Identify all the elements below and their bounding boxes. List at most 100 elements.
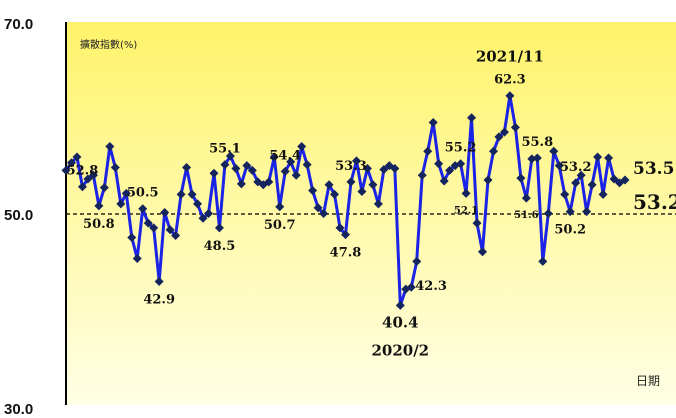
data-point-marker (160, 208, 170, 218)
data-point-marker (313, 203, 323, 213)
data-point-marker (154, 276, 164, 286)
data-point-marker (582, 207, 592, 217)
x-axis-label: 日期 (636, 374, 660, 388)
data-point-marker (88, 170, 98, 180)
data-point-marker (593, 152, 603, 162)
data-point-marker (379, 164, 389, 174)
data-label: 50.5 (127, 186, 159, 201)
data-point-marker (478, 247, 488, 257)
data-point-marker (527, 154, 537, 164)
data-point-marker (72, 152, 82, 162)
data-point-marker (264, 177, 274, 187)
data-point-marker (132, 254, 142, 264)
data-label: 54.4 (269, 148, 301, 163)
data-point-marker (127, 232, 137, 242)
data-point-marker (510, 122, 520, 132)
data-point-marker (434, 159, 444, 169)
data-point-marker (302, 160, 312, 170)
data-point-marker (214, 223, 224, 233)
data-label: 40.4 (382, 313, 419, 331)
data-point-marker (351, 156, 361, 166)
data-point-marker (193, 199, 203, 209)
y-tick-top: 70.0 (4, 16, 33, 33)
data-point-marker (341, 230, 350, 240)
data-point-marker (121, 188, 131, 198)
data-point-marker (472, 218, 482, 228)
data-point-marker (94, 201, 104, 211)
data-label: 53.2 (633, 190, 676, 214)
data-point-marker (77, 182, 87, 192)
data-point-marker (187, 189, 197, 199)
y-tick-mid: 50.0 (4, 207, 33, 224)
data-point-marker (543, 209, 553, 218)
data-point-marker (571, 178, 581, 188)
data-label: 52.1 (454, 205, 478, 216)
data-point-marker (83, 174, 93, 184)
data-label: 50.8 (83, 217, 115, 232)
data-point-marker (143, 218, 153, 228)
data-label: 2021/11 (476, 48, 544, 66)
data-point-marker (110, 163, 120, 173)
data-label: 42.9 (143, 292, 175, 307)
data-point-marker (412, 256, 422, 266)
data-label: 51.6 (514, 210, 538, 221)
data-point-marker (171, 231, 181, 241)
data-point-marker (319, 209, 329, 218)
data-label: 55.2 (445, 141, 477, 156)
data-point-marker (297, 141, 307, 151)
data-point-marker (417, 170, 427, 180)
data-point-marker (280, 166, 290, 176)
data-point-marker (565, 207, 575, 217)
data-point-marker (335, 223, 345, 233)
data-point-marker (494, 132, 504, 142)
data-point-marker (116, 199, 126, 209)
data-point-marker (275, 202, 285, 212)
data-point-marker (138, 204, 148, 214)
data-point-marker (203, 209, 213, 218)
data-point-marker (231, 163, 241, 173)
data-point-marker (576, 170, 586, 180)
data-label: 53.3 (335, 159, 367, 174)
data-point-marker (105, 141, 115, 151)
data-label: 55.1 (209, 142, 241, 157)
data-point-marker (330, 189, 340, 199)
data-label: 2020/2 (371, 341, 429, 359)
data-point-marker (549, 146, 559, 156)
data-point-marker (220, 160, 230, 170)
data-point-marker (428, 118, 438, 128)
data-label: 50.2 (554, 223, 586, 238)
data-label: 50.7 (264, 218, 296, 233)
data-point-marker (604, 153, 614, 163)
data-point-marker (406, 282, 416, 292)
data-label: 53.5 (633, 159, 674, 179)
data-point-marker (521, 193, 531, 203)
data-point-marker (368, 180, 378, 190)
data-point-marker (439, 176, 449, 186)
data-point-marker (225, 151, 235, 161)
data-point-marker (395, 300, 405, 310)
data-label: 55.8 (521, 135, 553, 150)
data-point-marker (269, 152, 279, 162)
data-point-marker (346, 177, 356, 187)
data-point-marker (516, 173, 526, 183)
data-point-marker (467, 113, 477, 123)
data-point-marker (308, 186, 318, 196)
data-point-marker (445, 165, 455, 175)
data-point-marker (554, 161, 564, 171)
data-point-marker (373, 199, 383, 209)
data-point-marker (291, 170, 301, 180)
data-label: 42.3 (415, 279, 447, 294)
data-point-marker (532, 153, 542, 163)
data-point-marker (99, 183, 109, 193)
data-point-marker (609, 174, 619, 184)
data-point-marker (242, 161, 252, 171)
data-label: 48.5 (204, 239, 236, 254)
data-point-marker (499, 127, 509, 137)
data-point-marker (461, 188, 471, 198)
data-point-marker (247, 165, 257, 175)
data-point-marker (357, 186, 367, 196)
data-label: 53.2 (560, 160, 592, 175)
data-point-marker (209, 168, 219, 178)
data-label: 52.8 (67, 164, 99, 179)
